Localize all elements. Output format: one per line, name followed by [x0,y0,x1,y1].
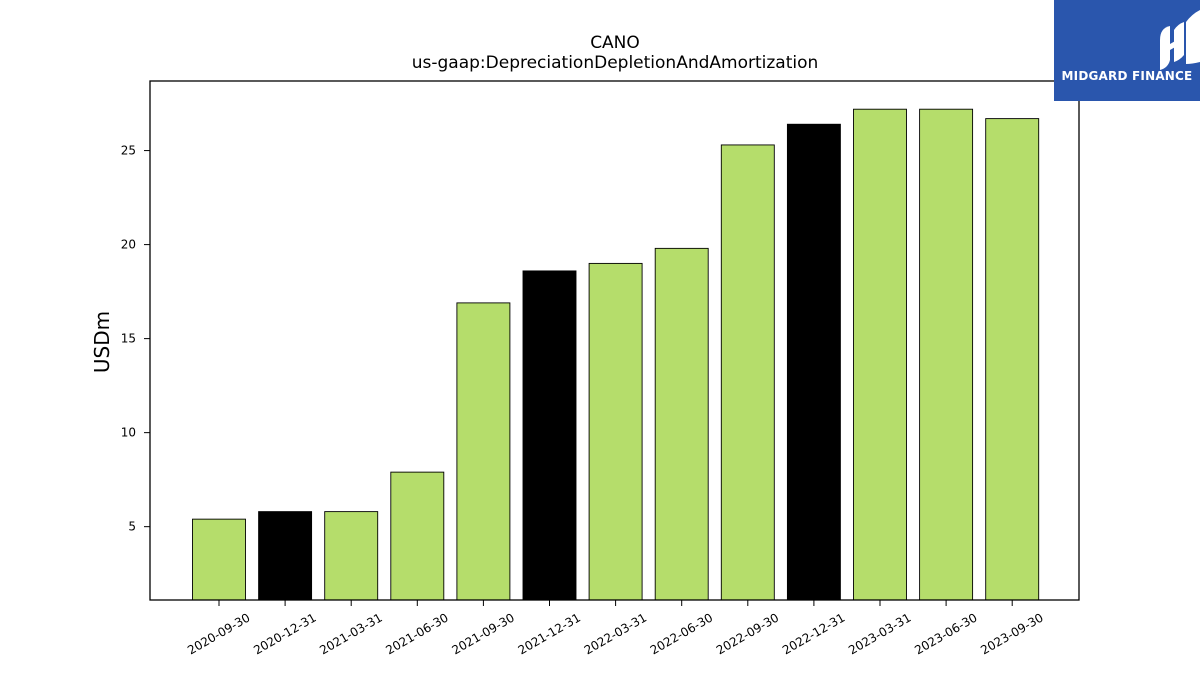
x-tick-label: 2020-09-30 [185,610,252,657]
chart-subtitle: us-gaap:DepreciationDepletionAndAmortiza… [412,53,819,73]
x-tick-label: 2021-03-31 [317,610,384,657]
plot-frame [149,80,1080,601]
x-tick-label: 2022-06-30 [648,610,715,657]
bar-2021-09-30 [456,302,511,601]
bar-2020-09-30 [192,518,246,601]
x-tick-label: 2021-06-30 [383,610,450,657]
bar-2020-12-31 [258,511,313,601]
bar-2022-09-30 [720,144,775,601]
bar-2021-12-31 [522,270,577,601]
bar-2022-12-31 [786,123,841,601]
x-tick-label: 2022-09-30 [714,610,781,657]
bar-2021-03-31 [324,511,379,601]
bar-2023-06-30 [919,108,974,601]
bar-2023-09-30 [985,118,1040,601]
y-ticks-group: 5 10 15 20 25 [121,144,150,534]
y-axis-label: USDm [90,311,114,373]
bars-group [192,108,1040,601]
logo-text: MIDGARD FINANCE [1061,69,1193,83]
midgard-finance-logo: MIDGARD FINANCE [1054,0,1200,101]
y-tick-label: 10 [121,426,136,440]
x-tick-label: 2021-09-30 [449,610,516,657]
x-tick-label: 2023-09-30 [978,610,1045,657]
bar-2022-03-31 [588,262,643,601]
midgard-m-logo-icon [1160,10,1200,70]
y-tick-label: 20 [121,238,136,252]
x-tick-label: 2023-06-30 [912,610,979,657]
x-tick-label: 2023-03-31 [846,610,913,657]
x-tick-label: 2021-12-31 [516,610,583,657]
x-ticks-group: 2020-09-302020-12-312021-03-312021-06-30… [185,600,1046,657]
chart-title: CANO [590,33,640,53]
y-tick-label: 25 [121,144,136,158]
y-tick-label: 15 [121,332,136,346]
bar-2022-06-30 [654,247,709,601]
bar-2023-03-31 [853,108,907,601]
x-tick-label: 2022-03-31 [582,610,649,657]
bar-2021-06-30 [390,471,445,601]
y-tick-label: 5 [128,520,136,534]
x-tick-label: 2020-12-31 [251,610,318,657]
x-tick-label: 2022-12-31 [780,610,847,657]
